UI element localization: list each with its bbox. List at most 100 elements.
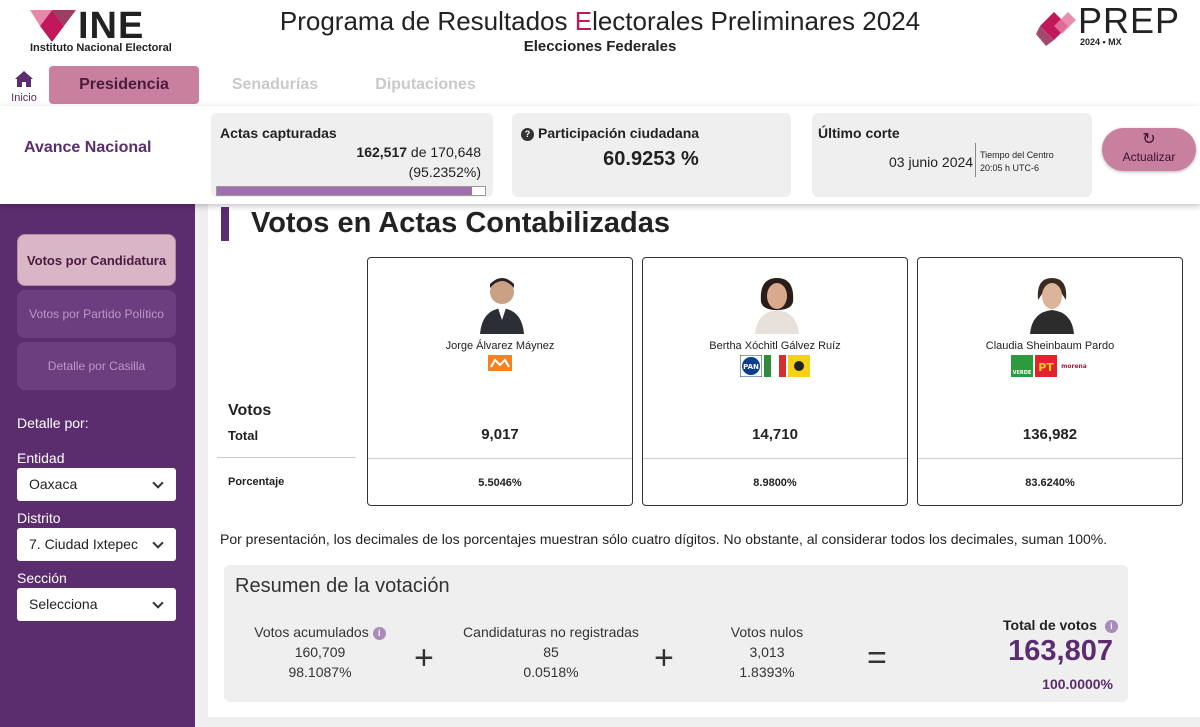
corte-date: 03 junio 2024 bbox=[889, 154, 974, 170]
corte-label: Último corte bbox=[818, 125, 900, 141]
actas-progress-bar bbox=[216, 186, 486, 196]
sidebar: Votos por Candidatura Votos por Partido … bbox=[0, 106, 195, 727]
ine-mark-icon bbox=[30, 10, 76, 42]
refresh-button[interactable]: ↻ Actualizar bbox=[1102, 128, 1196, 171]
noreg-pct: 0.0518% bbox=[523, 664, 579, 680]
home-icon bbox=[15, 71, 33, 87]
card-divider bbox=[643, 458, 907, 459]
summary-acumulados: Votos acumulados i 160,709 98.1087% bbox=[244, 624, 396, 680]
tab-presidencia[interactable]: Presidencia bbox=[49, 66, 199, 104]
acumulados-label: Votos acumulados bbox=[254, 624, 369, 640]
election-tabs: Inicio Presidencia Senadurías Diputacion… bbox=[0, 66, 1200, 106]
movimiento-ciudadano-icon bbox=[488, 355, 512, 371]
entidad-value: Oaxaca bbox=[29, 476, 78, 492]
summary-nulos: Votos nulos 3,013 1.8393% bbox=[706, 624, 828, 680]
morena-icon: morena bbox=[1059, 355, 1089, 377]
candidate-photo bbox=[755, 278, 799, 334]
vote-summary: Resumen de la votación Votos acumulados i… bbox=[224, 565, 1128, 702]
candidate-card[interactable]: Jorge Álvarez Máynez 9,017 5.5046% bbox=[367, 257, 633, 506]
summary-title: Resumen de la votación bbox=[235, 575, 450, 597]
candidate-name: Claudia Sheinbaum Pardo bbox=[985, 340, 1115, 352]
votos-candidatura-button[interactable]: Votos por Candidatura bbox=[17, 234, 176, 286]
noreg-label: Candidaturas no registradas bbox=[463, 624, 639, 640]
distrito-select[interactable]: 7. Ciudad Ixtepec bbox=[17, 528, 176, 561]
page-title: Programa de Resultados Electorales Preli… bbox=[279, 6, 921, 36]
ine-wordmark: INE bbox=[78, 5, 145, 47]
candidate-name: Bertha Xóchitl Gálvez Ruíz bbox=[709, 340, 841, 352]
summary-no-registradas: Candidaturas no registradas 85 0.0518% bbox=[462, 624, 640, 680]
row-label-porcentaje: Porcentaje bbox=[228, 476, 285, 488]
ine-fullname: Instituto Nacional Electoral bbox=[30, 42, 172, 54]
actas-label: Actas capturadas bbox=[220, 125, 337, 141]
equals-icon: = bbox=[867, 639, 887, 677]
entidad-label: Entidad bbox=[17, 450, 65, 466]
home-label: Inicio bbox=[11, 92, 37, 104]
party-logos: PAN bbox=[643, 355, 907, 379]
svg-text:VERDE: VERDE bbox=[1013, 370, 1032, 376]
candidate-photo bbox=[1030, 278, 1074, 334]
detalle-casilla-button[interactable]: Detalle por Casilla bbox=[17, 342, 176, 390]
tab-senadurias[interactable]: Senadurías bbox=[231, 76, 319, 93]
participacion-box: ? Participación ciudadana 60.9253 % bbox=[512, 113, 791, 197]
party-logos bbox=[368, 355, 632, 379]
svg-text:PAN: PAN bbox=[743, 363, 759, 371]
ine-logo[interactable]: INE Instituto Nacional Electoral bbox=[30, 6, 180, 54]
pvem-icon: VERDE bbox=[1011, 355, 1033, 377]
corte-timezone: Tiempo del Centro 20:05 h UTC-6 bbox=[980, 150, 1054, 173]
refresh-label: Actualizar bbox=[1122, 150, 1176, 164]
distrito-label: Distrito bbox=[17, 510, 61, 526]
tab-diputaciones[interactable]: Diputaciones bbox=[375, 76, 476, 93]
candidate-percentage: 83.6240% bbox=[1025, 477, 1075, 489]
distrito-value: 7. Ciudad Ixtepec bbox=[29, 536, 138, 552]
avance-panel: Avance Nacional Actas capturadas 162,517… bbox=[0, 106, 1200, 204]
home-link[interactable]: Inicio bbox=[6, 68, 42, 106]
total-pct: 100.0000% bbox=[1042, 676, 1113, 692]
candidate-photo bbox=[480, 278, 524, 334]
nulos-label: Votos nulos bbox=[730, 624, 804, 640]
help-icon[interactable]: ? bbox=[521, 128, 534, 141]
info-icon[interactable]: i bbox=[1104, 620, 1118, 633]
prd-icon bbox=[788, 355, 810, 377]
participacion-value: 60.9253 % bbox=[603, 148, 699, 170]
corte-separator bbox=[975, 143, 976, 177]
header: INE Instituto Nacional Electoral Program… bbox=[0, 0, 1200, 66]
plus-icon: + bbox=[654, 639, 674, 677]
row-label-votos: Votos bbox=[228, 402, 272, 419]
svg-text:morena: morena bbox=[1061, 363, 1087, 370]
seccion-select[interactable]: Selecciona bbox=[17, 588, 176, 621]
rounding-note: Por presentación, los decimales de los p… bbox=[220, 531, 1108, 547]
entidad-select[interactable]: Oaxaca bbox=[17, 468, 176, 501]
acumulados-pct: 98.1087% bbox=[288, 664, 352, 680]
votos-partido-button[interactable]: Votos por Partido Político bbox=[17, 290, 176, 338]
refresh-icon: ↻ bbox=[1142, 131, 1156, 148]
noreg-value: 85 bbox=[543, 644, 559, 660]
section-title: Votos en Actas Contabilizadas bbox=[251, 207, 670, 239]
info-icon[interactable]: i bbox=[372, 627, 386, 640]
seccion-value: Selecciona bbox=[29, 596, 98, 612]
prep-wordmark: PREP bbox=[1078, 0, 1181, 41]
chevron-down-icon bbox=[152, 477, 164, 489]
nulos-value: 3,013 bbox=[749, 644, 785, 660]
prep-mark-icon bbox=[1036, 12, 1076, 46]
progress-fill bbox=[217, 187, 473, 195]
candidate-name: Jorge Álvarez Máynez bbox=[445, 340, 555, 352]
pan-icon: PAN bbox=[740, 355, 762, 377]
candidate-card[interactable]: Bertha Xóchitl Gálvez Ruíz PAN 14,710 8.… bbox=[642, 257, 908, 506]
actas-box: Actas capturadas 162,517 de 170,648 (95.… bbox=[211, 113, 493, 197]
seccion-label: Sección bbox=[17, 570, 67, 586]
chevron-down-icon bbox=[152, 537, 164, 549]
prep-logo[interactable]: PREP 2024 • MX bbox=[1036, 0, 1186, 50]
candidate-card[interactable]: Claudia Sheinbaum Pardo VERDE PT morena … bbox=[917, 257, 1183, 506]
actas-count: 162,517 de 170,648 bbox=[356, 144, 481, 160]
row-label-total: Total bbox=[228, 428, 259, 443]
participacion-label: ? Participación ciudadana bbox=[521, 125, 699, 141]
plus-icon: + bbox=[414, 639, 434, 677]
detalle-label: Detalle por: bbox=[17, 415, 89, 431]
candidate-total: 136,982 bbox=[1022, 426, 1078, 443]
actas-pct: (95.2352%) bbox=[408, 164, 481, 180]
candidate-percentage: 8.9800% bbox=[753, 477, 797, 489]
candidate-percentage: 5.5046% bbox=[478, 477, 522, 489]
corte-box: Último corte 03 junio 2024 Tiempo del Ce… bbox=[812, 113, 1092, 197]
nulos-pct: 1.8393% bbox=[739, 664, 795, 680]
acumulados-value: 160,709 bbox=[294, 644, 346, 660]
